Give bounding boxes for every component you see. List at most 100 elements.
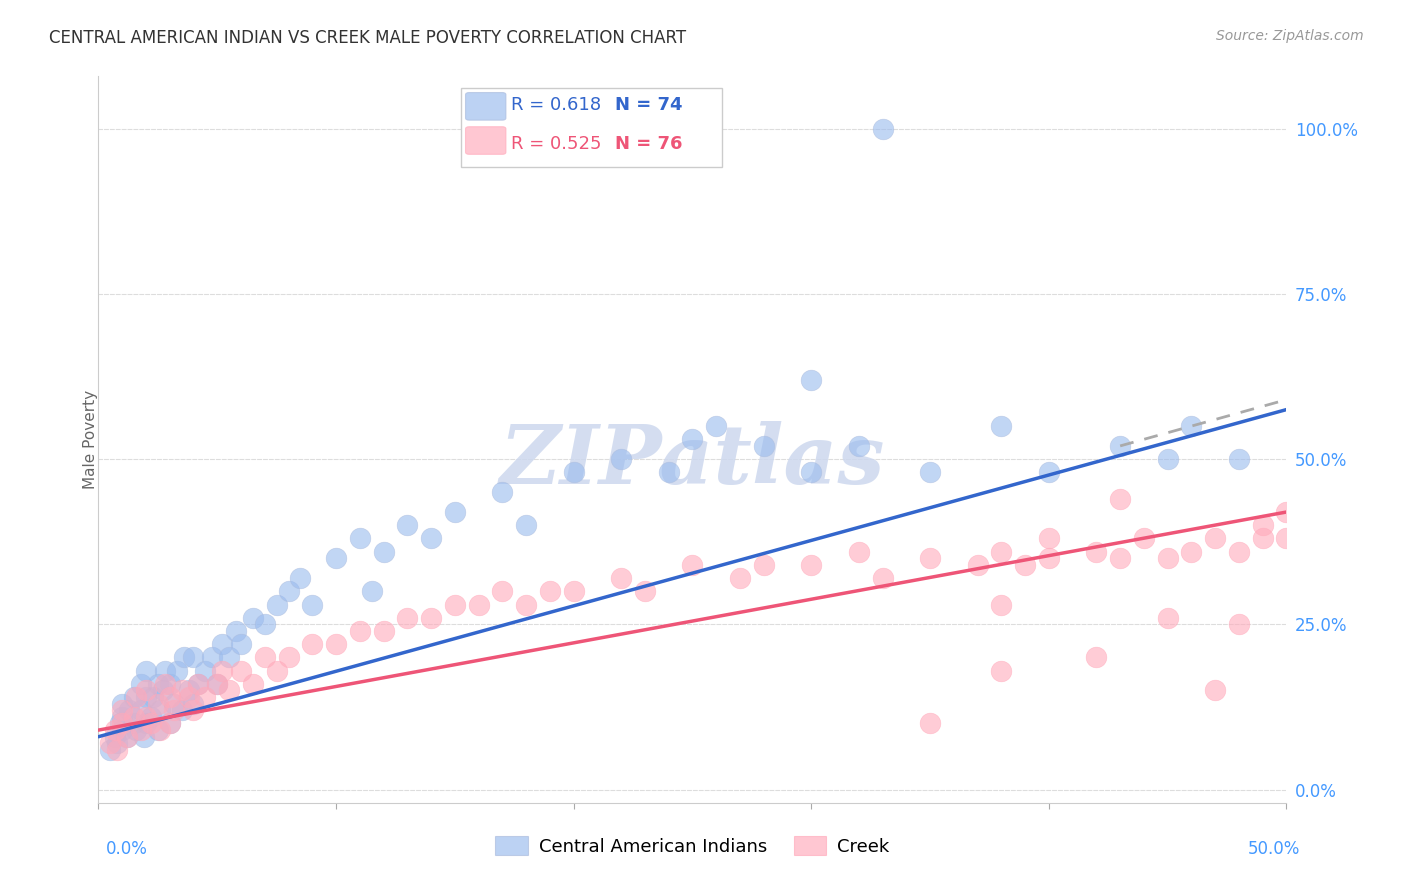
Point — [207, 677, 229, 691]
Point — [98, 743, 121, 757]
Point — [177, 683, 200, 698]
Point — [990, 664, 1012, 678]
Point — [990, 544, 1012, 558]
Point — [149, 703, 172, 717]
Point — [149, 723, 172, 737]
Point — [325, 637, 347, 651]
Point — [225, 624, 247, 638]
Point — [1156, 452, 1178, 467]
Point — [704, 419, 727, 434]
Point — [1251, 518, 1274, 533]
Point — [752, 558, 775, 572]
Point — [1275, 532, 1298, 546]
Point — [1180, 544, 1202, 558]
Text: 50.0%: 50.0% — [1249, 840, 1301, 858]
Point — [491, 584, 513, 599]
Point — [990, 419, 1012, 434]
Point — [170, 703, 193, 717]
Point — [360, 584, 382, 599]
Point — [848, 544, 870, 558]
Point — [135, 683, 157, 698]
Point — [125, 723, 148, 737]
Point — [920, 551, 942, 566]
Point — [515, 518, 537, 533]
Point — [800, 373, 823, 387]
FancyBboxPatch shape — [465, 93, 506, 120]
Point — [118, 703, 141, 717]
Point — [115, 730, 138, 744]
Point — [253, 617, 276, 632]
Point — [444, 598, 467, 612]
Legend: Central American Indians, Creek: Central American Indians, Creek — [495, 836, 890, 855]
Point — [1156, 551, 1178, 566]
Point — [1109, 491, 1132, 506]
Point — [146, 697, 169, 711]
Point — [538, 584, 561, 599]
Text: CENTRAL AMERICAN INDIAN VS CREEK MALE POVERTY CORRELATION CHART: CENTRAL AMERICAN INDIAN VS CREEK MALE PO… — [49, 29, 686, 46]
Point — [194, 690, 217, 704]
Point — [115, 730, 138, 744]
Point — [159, 690, 181, 704]
Point — [752, 439, 775, 453]
Point — [211, 664, 233, 678]
Point — [1227, 452, 1250, 467]
Point — [1156, 611, 1178, 625]
Point — [170, 683, 193, 698]
Point — [173, 650, 195, 665]
Point — [373, 544, 395, 558]
Point — [211, 637, 233, 651]
Point — [218, 683, 240, 698]
Point — [444, 505, 467, 519]
Point — [515, 598, 537, 612]
Point — [111, 723, 134, 737]
Point — [1085, 650, 1108, 665]
Point — [187, 677, 209, 691]
Point — [800, 466, 823, 480]
Point — [491, 485, 513, 500]
Point — [159, 716, 181, 731]
Point — [966, 558, 988, 572]
Point — [1227, 544, 1250, 558]
Point — [187, 677, 209, 691]
Point — [218, 650, 240, 665]
Point — [135, 690, 157, 704]
Point — [242, 611, 264, 625]
Point — [728, 571, 751, 585]
Point — [1109, 439, 1132, 453]
Point — [1109, 551, 1132, 566]
Point — [111, 716, 134, 731]
Point — [166, 664, 188, 678]
Point — [1180, 419, 1202, 434]
Point — [152, 683, 174, 698]
Point — [129, 723, 152, 737]
Point — [183, 703, 205, 717]
Point — [1038, 466, 1060, 480]
Point — [229, 664, 252, 678]
Point — [301, 598, 323, 612]
Point — [396, 611, 419, 625]
Point — [183, 697, 205, 711]
Point — [610, 452, 633, 467]
Point — [242, 677, 264, 691]
Point — [266, 598, 288, 612]
FancyBboxPatch shape — [465, 127, 506, 154]
Point — [129, 677, 152, 691]
Point — [420, 532, 443, 546]
Point — [107, 736, 129, 750]
Point — [135, 710, 157, 724]
Text: R = 0.525: R = 0.525 — [510, 136, 602, 153]
Point — [1251, 532, 1274, 546]
Point — [872, 571, 894, 585]
Point — [146, 723, 169, 737]
Text: N = 76: N = 76 — [616, 136, 683, 153]
Point — [349, 624, 371, 638]
Point — [125, 690, 148, 704]
Point — [1038, 551, 1060, 566]
Point — [1204, 532, 1226, 546]
Point — [1038, 532, 1060, 546]
Point — [562, 584, 585, 599]
Point — [920, 716, 942, 731]
Point — [373, 624, 395, 638]
Text: 0.0%: 0.0% — [105, 840, 148, 858]
Point — [1227, 617, 1250, 632]
